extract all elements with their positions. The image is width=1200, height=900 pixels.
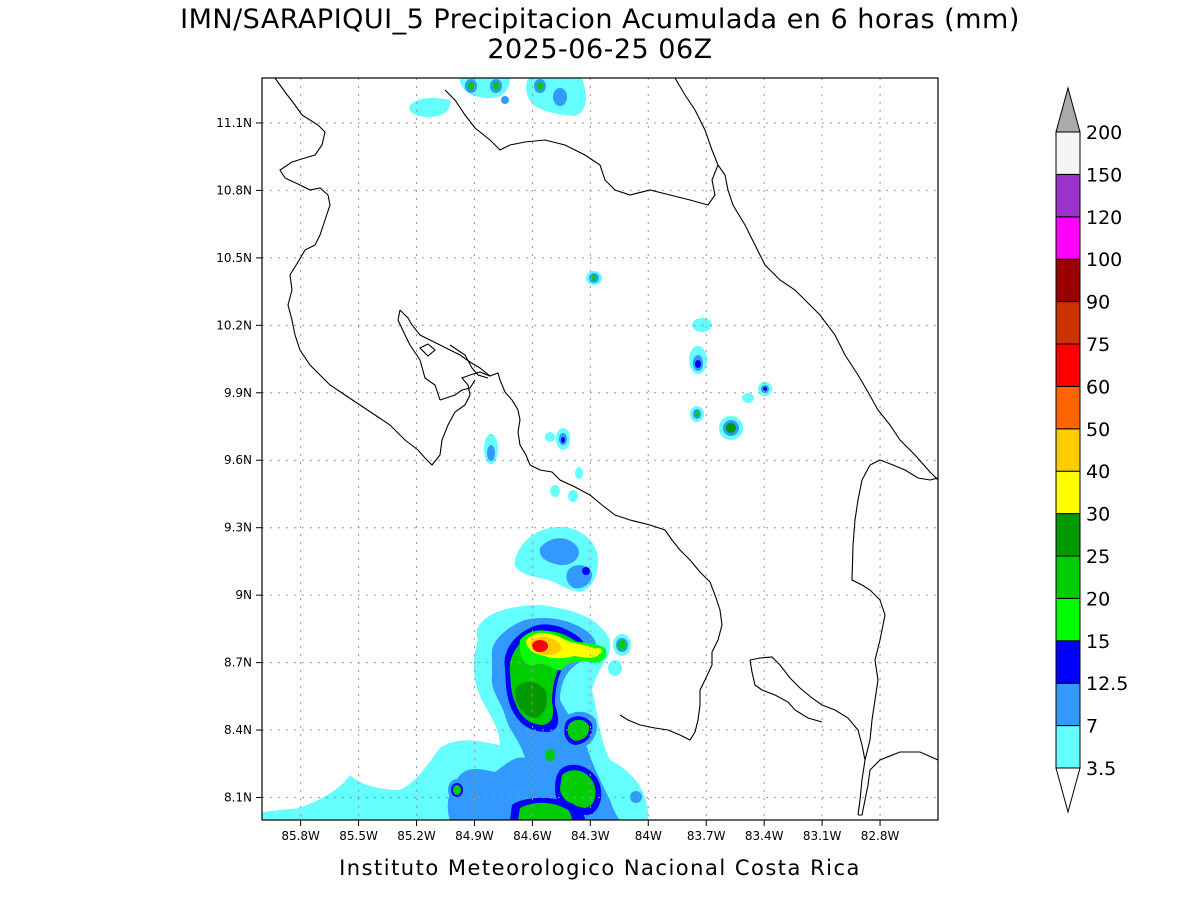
colorbar-label: 150 [1086, 164, 1122, 186]
lon-tick-label: 83.7W [687, 829, 726, 843]
colorbar-label: 75 [1086, 334, 1110, 356]
lat-tick-label: 8.7N [224, 656, 252, 670]
lat-tick-label: 9N [235, 588, 252, 602]
lat-tick-label: 8.4N [224, 723, 252, 737]
lat-tick-label: 9.9N [224, 386, 252, 400]
colorbar-swatch [1055, 640, 1081, 684]
lon-tick-label: 82.8W [861, 829, 900, 843]
axis-ticks: 85.8W 85.5W 85.2W 84.9W 84.6W 84.3W 84W 83.7W 83… [216, 116, 899, 843]
colorbar-label: 25 [1086, 546, 1110, 568]
colorbar-legend: 3.5 7 12.5 15 20 25 30 40 50 60 75 90 100 120 150 200 [1055, 86, 1128, 814]
precipitation-field [262, 78, 772, 820]
colorbar-swatch [1055, 385, 1081, 430]
colorbar-label: 15 [1086, 631, 1110, 653]
map-gridlines [262, 78, 938, 820]
lat-tick-label: 10.8N [216, 183, 252, 197]
map-title: IMN/SARAPIQUI_5 Precipitacion Acumulada … [180, 4, 1020, 35]
colorbar-label: 20 [1086, 588, 1110, 610]
colorbar-label: 120 [1086, 207, 1122, 229]
precip-cell-60 [532, 640, 548, 652]
colorbar-label: 50 [1086, 419, 1110, 441]
colorbar-label: 40 [1086, 461, 1110, 483]
colorbar-label: 90 [1086, 292, 1110, 314]
lon-tick-label: 85.5W [339, 829, 378, 843]
colorbar-swatch [1055, 682, 1081, 727]
lat-tick-label: 10.2N [216, 318, 252, 332]
colorbar-label: 7 [1086, 716, 1098, 738]
colorbar-label: 30 [1086, 504, 1110, 526]
colorbar-label: 12.5 [1086, 673, 1128, 695]
lon-tick-label: 85.8W [281, 829, 320, 843]
colorbar-swatch [1055, 597, 1081, 642]
colorbar-swatch [1055, 173, 1081, 218]
colorbar-swatch [1055, 513, 1081, 557]
colorbar-swatch [1055, 555, 1081, 599]
lat-tick-label: 11.1N [216, 116, 252, 130]
colorbar-swatch [1055, 428, 1081, 472]
lon-tick-label: 83.4W [745, 829, 784, 843]
colorbar-swatch [1055, 258, 1081, 303]
precip-area-25 [515, 681, 547, 718]
lat-tick-label: 9.6N [224, 453, 252, 467]
colorbar-swatch [1055, 725, 1081, 769]
map-frame [261, 77, 939, 821]
colorbar-label: 100 [1086, 249, 1122, 271]
lon-tick-label: 84.9W [455, 829, 494, 843]
colorbar-label: 3.5 [1086, 758, 1116, 780]
colorbar-under-arrow [1055, 767, 1081, 814]
lon-tick-label: 84.3W [571, 829, 610, 843]
lat-tick-label: 10.5N [216, 251, 252, 265]
colorbar-over-arrow [1055, 86, 1081, 133]
colorbar-swatch [1055, 343, 1081, 387]
colorbar-swatch [1055, 470, 1081, 515]
lat-tick-label: 8.1N [224, 791, 252, 805]
lon-tick-label: 83.1W [803, 829, 842, 843]
coastline-borders [274, 78, 938, 816]
footer-credit: Instituto Meteorologico Nacional Costa R… [339, 856, 861, 880]
map-subtitle-datetime: 2025-06-25 06Z [487, 34, 713, 65]
colorbar-swatch [1055, 131, 1081, 175]
colorbar-label: 60 [1086, 376, 1110, 398]
colorbar-swatch [1055, 301, 1081, 345]
lon-tick-label: 84.6W [513, 829, 552, 843]
lon-tick-label: 84W [635, 829, 662, 843]
colorbar-label: 200 [1086, 122, 1122, 144]
colorbar-swatch [1055, 216, 1081, 260]
lon-tick-label: 85.2W [397, 829, 436, 843]
lat-tick-label: 9.3N [224, 521, 252, 535]
